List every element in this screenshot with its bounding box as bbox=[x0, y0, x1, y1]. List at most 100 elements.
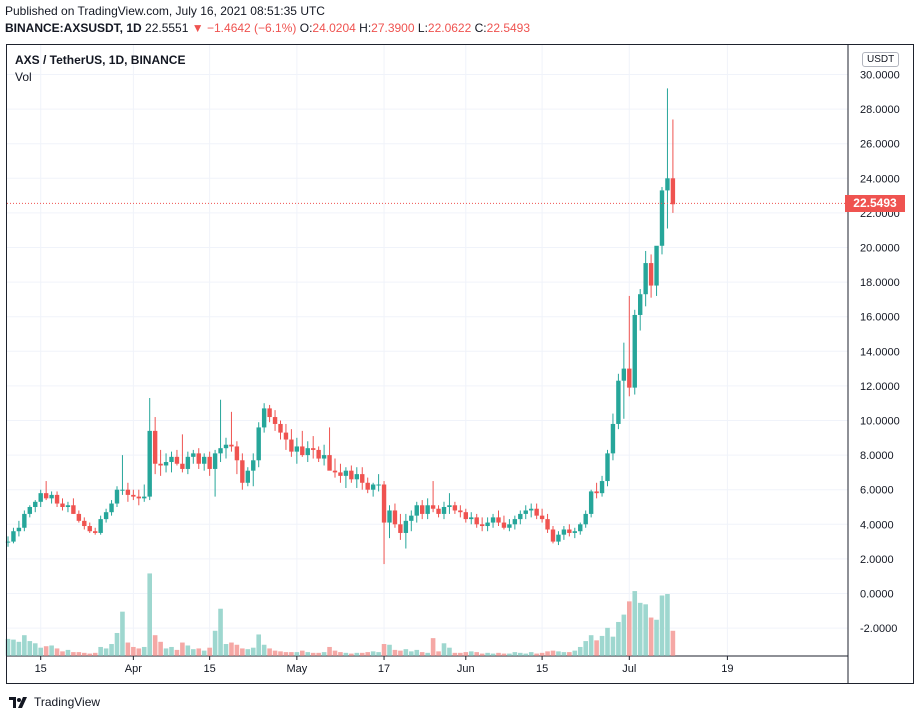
candle-body[interactable] bbox=[22, 513, 27, 528]
candle-body[interactable] bbox=[561, 529, 567, 535]
candle-body[interactable] bbox=[567, 529, 572, 533]
candle-body[interactable] bbox=[327, 455, 332, 471]
candle-body[interactable] bbox=[485, 522, 490, 527]
candle-body[interactable] bbox=[125, 489, 131, 495]
candle-body[interactable] bbox=[305, 448, 310, 456]
candle-body[interactable] bbox=[267, 408, 272, 418]
candle-body[interactable] bbox=[11, 531, 16, 542]
brand-footer[interactable]: TradingView bbox=[8, 693, 100, 711]
candle-body[interactable] bbox=[163, 462, 169, 466]
candle-body[interactable] bbox=[365, 482, 370, 490]
candle-body[interactable] bbox=[425, 505, 430, 514]
candle-body[interactable] bbox=[616, 380, 621, 424]
candle-body[interactable] bbox=[65, 505, 71, 507]
candle-body[interactable] bbox=[507, 524, 512, 528]
candle-body[interactable] bbox=[354, 474, 359, 480]
candle-body[interactable] bbox=[376, 484, 381, 486]
candle-body[interactable] bbox=[82, 520, 87, 527]
candle-body[interactable] bbox=[131, 494, 136, 497]
candle-body[interactable] bbox=[207, 456, 212, 469]
candle-body[interactable] bbox=[158, 463, 163, 466]
candle-body[interactable] bbox=[643, 263, 648, 295]
candle-body[interactable] bbox=[469, 517, 474, 520]
candle-body[interactable] bbox=[103, 512, 109, 520]
candle-body[interactable] bbox=[490, 517, 496, 523]
candle-body[interactable] bbox=[229, 444, 234, 447]
candle-body[interactable] bbox=[343, 470, 349, 476]
candle-body[interactable] bbox=[436, 508, 441, 514]
candle-body[interactable] bbox=[610, 423, 616, 454]
candle-body[interactable] bbox=[381, 484, 387, 523]
candle-body[interactable] bbox=[659, 190, 665, 246]
candle-body[interactable] bbox=[283, 432, 289, 440]
candle-body[interactable] bbox=[588, 491, 594, 514]
candle-body[interactable] bbox=[452, 505, 458, 511]
candle-body[interactable] bbox=[152, 430, 158, 464]
candle-body[interactable] bbox=[60, 503, 65, 507]
candle-body[interactable] bbox=[316, 449, 321, 459]
candle-body[interactable] bbox=[578, 524, 583, 532]
candle-body[interactable] bbox=[147, 430, 152, 497]
candle-body[interactable] bbox=[403, 520, 409, 533]
candle-body[interactable] bbox=[463, 512, 468, 520]
candle-body[interactable] bbox=[632, 314, 637, 388]
candle-body[interactable] bbox=[294, 446, 300, 452]
candle-body[interactable] bbox=[16, 527, 22, 532]
candle-body[interactable] bbox=[360, 474, 365, 483]
candle-body[interactable] bbox=[332, 470, 338, 473]
candle-body[interactable] bbox=[223, 444, 229, 449]
candle-body[interactable] bbox=[33, 501, 38, 507]
candle-body[interactable] bbox=[387, 510, 392, 523]
candle-body[interactable] bbox=[534, 508, 539, 516]
candle-body[interactable] bbox=[512, 519, 518, 525]
candle-body[interactable] bbox=[5, 541, 11, 543]
candle-body[interactable] bbox=[496, 517, 501, 523]
candle-body[interactable] bbox=[627, 368, 632, 388]
candle-body[interactable] bbox=[98, 519, 103, 533]
candle-body[interactable] bbox=[169, 456, 174, 463]
candle-body[interactable] bbox=[605, 453, 610, 482]
candle-body[interactable] bbox=[54, 494, 60, 504]
candle-body[interactable] bbox=[212, 453, 218, 469]
candle-body[interactable] bbox=[398, 524, 403, 533]
candle-body[interactable] bbox=[49, 494, 54, 499]
candle-body[interactable] bbox=[665, 178, 670, 191]
candle-body[interactable] bbox=[202, 456, 207, 464]
candle-body[interactable] bbox=[136, 496, 141, 499]
candle-body[interactable] bbox=[174, 456, 180, 464]
candle-body[interactable] bbox=[311, 448, 316, 450]
candle-body[interactable] bbox=[261, 408, 267, 428]
candle-body[interactable] bbox=[392, 510, 398, 525]
candle-body[interactable] bbox=[594, 491, 599, 494]
candle-body[interactable] bbox=[93, 531, 98, 533]
candle-body[interactable] bbox=[76, 513, 82, 521]
candle-body[interactable] bbox=[251, 460, 256, 471]
candle-body[interactable] bbox=[87, 526, 92, 532]
candle-body[interactable] bbox=[572, 531, 577, 533]
candle-body[interactable] bbox=[556, 534, 561, 542]
candle-body[interactable] bbox=[474, 517, 479, 525]
candle-body[interactable] bbox=[256, 427, 261, 461]
candle-body[interactable] bbox=[27, 507, 32, 514]
candle-body[interactable] bbox=[441, 507, 447, 514]
candle-body[interactable] bbox=[142, 496, 147, 499]
candle-body[interactable] bbox=[218, 448, 223, 454]
candle-body[interactable] bbox=[120, 489, 125, 491]
candle-body[interactable] bbox=[479, 524, 485, 527]
candle-body[interactable] bbox=[114, 489, 120, 504]
candle-body[interactable] bbox=[523, 510, 528, 514]
candle-body[interactable] bbox=[654, 245, 659, 286]
candle-body[interactable] bbox=[414, 505, 419, 516]
candle-body[interactable] bbox=[234, 446, 240, 461]
candle-body[interactable] bbox=[638, 294, 643, 315]
candle-body[interactable] bbox=[447, 505, 452, 507]
candle-body[interactable] bbox=[409, 515, 414, 521]
candle-body[interactable] bbox=[648, 263, 654, 286]
candle-body[interactable] bbox=[545, 519, 550, 530]
candle-body[interactable] bbox=[300, 446, 305, 456]
candle-body[interactable] bbox=[196, 453, 201, 464]
candle-body[interactable] bbox=[583, 513, 588, 525]
candle-body[interactable] bbox=[370, 484, 376, 490]
candle-body[interactable] bbox=[71, 505, 76, 514]
candle-body[interactable] bbox=[289, 439, 294, 452]
